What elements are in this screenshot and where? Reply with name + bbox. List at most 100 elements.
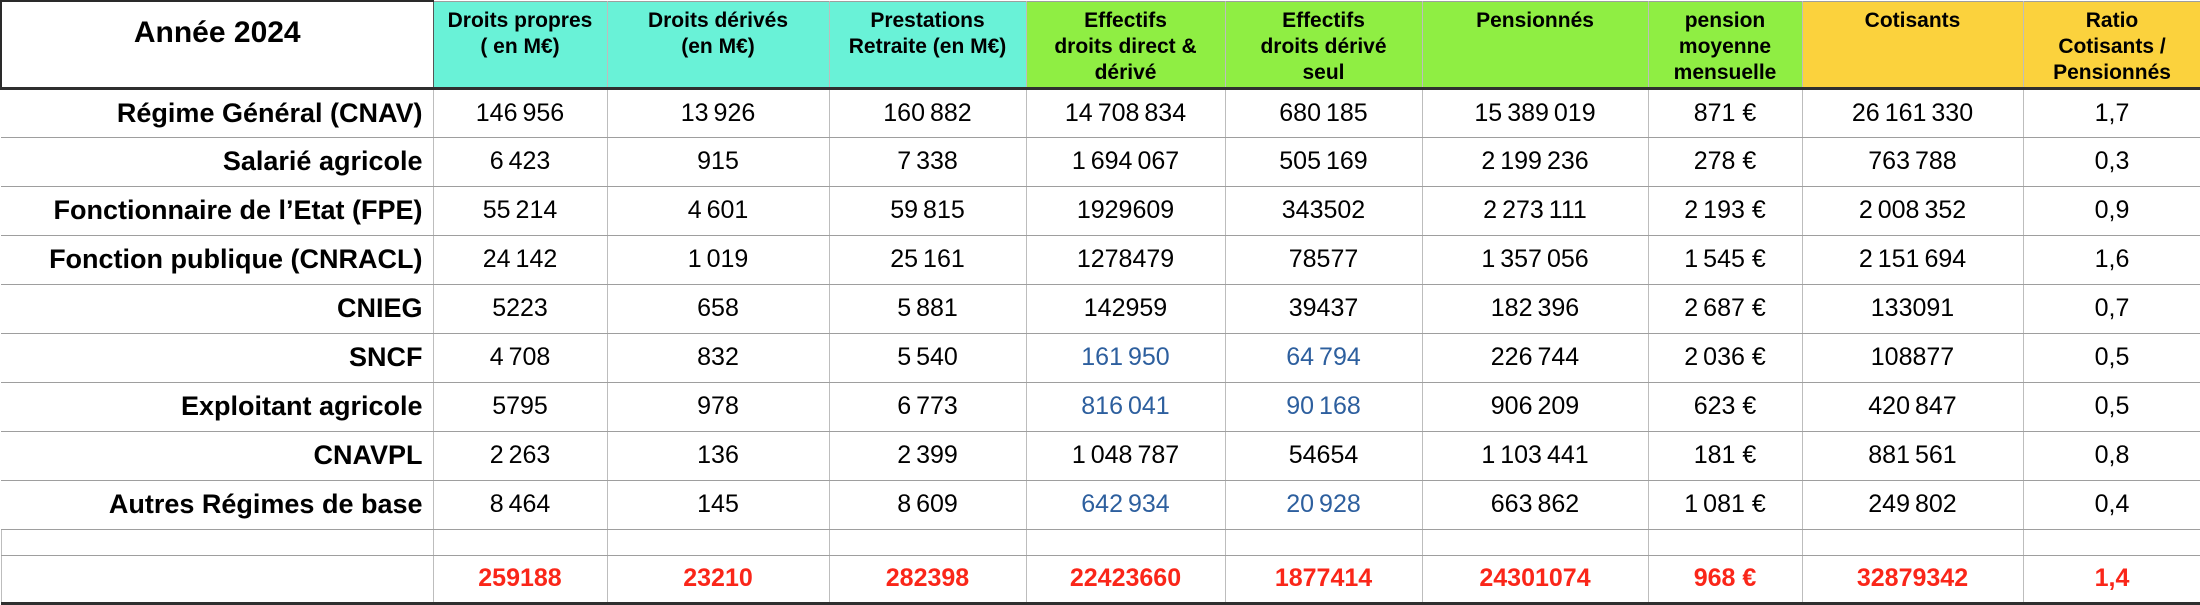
cell-cnavpl-ratio-cotisants-pensionnes[interactable]: 0,8 (2022, 430, 2200, 481)
column-header-droits-propres[interactable]: Droits propres ( en M€) (432, 0, 608, 90)
empty-cell[interactable] (432, 528, 608, 556)
cell-salarie-agricole-pension-moyenne[interactable]: 278 € (1647, 136, 1803, 187)
row-label-regime-general-cnav[interactable]: Régime Général (CNAV) (1, 87, 434, 138)
cell-cnieg-effectifs-direct-derive[interactable]: 142959 (1025, 283, 1226, 334)
cell-fonction-publique-cnracl-prestations-retraite[interactable]: 25 161 (828, 234, 1027, 285)
column-header-prestations-retraite[interactable]: Prestations Retraite (en M€) (828, 0, 1027, 90)
cell-cnieg-ratio-cotisants-pensionnes[interactable]: 0,7 (2022, 283, 2200, 334)
cell-fonctionnaire-etat-fpe-ratio-cotisants-pensionnes[interactable]: 0,9 (2022, 185, 2200, 236)
cell-cnieg-droits-propres[interactable]: 5223 (432, 283, 608, 334)
cell-fonctionnaire-etat-fpe-droits-propres[interactable]: 55 214 (432, 185, 608, 236)
cell-autres-regimes-base-pensionnes[interactable]: 663 862 (1421, 479, 1649, 530)
cell-fonctionnaire-etat-fpe-prestations-retraite[interactable]: 59 815 (828, 185, 1027, 236)
empty-cell[interactable] (1647, 528, 1803, 556)
cell-cnieg-pension-moyenne[interactable]: 2 687 € (1647, 283, 1803, 334)
total-cell-effectifs-direct-derive[interactable]: 22423660 (1025, 554, 1226, 605)
empty-cell[interactable] (828, 528, 1027, 556)
row-label-exploitant-agricole[interactable]: Exploitant agricole (1, 381, 434, 432)
total-cell-pensionnes[interactable]: 24301074 (1421, 554, 1649, 605)
row-label-fonction-publique-cnracl[interactable]: Fonction publique (CNRACL) (1, 234, 434, 285)
cell-autres-regimes-base-cotisants[interactable]: 249 802 (1801, 479, 2024, 530)
cell-cnavpl-pensionnes[interactable]: 1 103 441 (1421, 430, 1649, 481)
cell-cnavpl-cotisants[interactable]: 881 561 (1801, 430, 2024, 481)
empty-cell[interactable] (1025, 528, 1226, 556)
total-cell-ratio-cotisants-pensionnes[interactable]: 1,4 (2022, 554, 2200, 605)
column-header-effectifs-direct-derive[interactable]: Effectifs droits direct & dérivé (1025, 0, 1226, 90)
total-cell-droits-propres[interactable]: 259188 (432, 554, 608, 605)
cell-exploitant-agricole-effectifs-direct-derive[interactable]: 816 041 (1025, 381, 1226, 432)
cell-salarie-agricole-prestations-retraite[interactable]: 7 338 (828, 136, 1027, 187)
cell-sncf-pensionnes[interactable]: 226 744 (1421, 332, 1649, 383)
column-header-pensionnes[interactable]: Pensionnés (1421, 0, 1649, 90)
cell-sncf-cotisants[interactable]: 108877 (1801, 332, 2024, 383)
cell-sncf-droits-derives[interactable]: 832 (606, 332, 830, 383)
empty-cell[interactable] (1801, 528, 2024, 556)
cell-fonction-publique-cnracl-droits-propres[interactable]: 24 142 (432, 234, 608, 285)
cell-exploitant-agricole-droits-derives[interactable]: 978 (606, 381, 830, 432)
cell-salarie-agricole-effectifs-direct-derive[interactable]: 1 694 067 (1025, 136, 1226, 187)
row-label-cnavpl[interactable]: CNAVPL (1, 430, 434, 481)
column-header-droits-derives[interactable]: Droits dérivés (en M€) (606, 0, 830, 90)
cell-fonctionnaire-etat-fpe-droits-derives[interactable]: 4 601 (606, 185, 830, 236)
cell-cnieg-pensionnes[interactable]: 182 396 (1421, 283, 1649, 334)
column-header-ratio-cotisants-pensionnes[interactable]: Ratio Cotisants / Pensionnés (2022, 0, 2200, 90)
cell-cnieg-effectifs-derive-seul[interactable]: 39437 (1224, 283, 1423, 334)
cell-regime-general-cnav-ratio-cotisants-pensionnes[interactable]: 1,7 (2022, 87, 2200, 138)
cell-regime-general-cnav-prestations-retraite[interactable]: 160 882 (828, 87, 1027, 138)
cell-exploitant-agricole-droits-propres[interactable]: 5795 (432, 381, 608, 432)
cell-sncf-prestations-retraite[interactable]: 5 540 (828, 332, 1027, 383)
cell-salarie-agricole-ratio-cotisants-pensionnes[interactable]: 0,3 (2022, 136, 2200, 187)
column-header-cotisants[interactable]: Cotisants (1801, 0, 2024, 90)
cell-autres-regimes-base-droits-derives[interactable]: 145 (606, 479, 830, 530)
total-cell-droits-derives[interactable]: 23210 (606, 554, 830, 605)
cell-salarie-agricole-cotisants[interactable]: 763 788 (1801, 136, 2024, 187)
cell-cnavpl-effectifs-derive-seul[interactable]: 54654 (1224, 430, 1423, 481)
cell-cnavpl-prestations-retraite[interactable]: 2 399 (828, 430, 1027, 481)
cell-regime-general-cnav-pension-moyenne[interactable]: 871 € (1647, 87, 1803, 138)
cell-autres-regimes-base-effectifs-direct-derive[interactable]: 642 934 (1025, 479, 1226, 530)
totals-label-empty[interactable] (0, 554, 434, 605)
cell-fonction-publique-cnracl-pension-moyenne[interactable]: 1 545 € (1647, 234, 1803, 285)
cell-cnavpl-droits-propres[interactable]: 2 263 (432, 430, 608, 481)
cell-cnavpl-droits-derives[interactable]: 136 (606, 430, 830, 481)
cell-cnieg-prestations-retraite[interactable]: 5 881 (828, 283, 1027, 334)
cell-exploitant-agricole-prestations-retraite[interactable]: 6 773 (828, 381, 1027, 432)
cell-regime-general-cnav-effectifs-derive-seul[interactable]: 680 185 (1224, 87, 1423, 138)
cell-salarie-agricole-droits-derives[interactable]: 915 (606, 136, 830, 187)
cell-sncf-droits-propres[interactable]: 4 708 (432, 332, 608, 383)
empty-cell[interactable] (0, 528, 434, 556)
cell-sncf-ratio-cotisants-pensionnes[interactable]: 0,5 (2022, 332, 2200, 383)
empty-cell[interactable] (606, 528, 830, 556)
cell-salarie-agricole-effectifs-derive-seul[interactable]: 505 169 (1224, 136, 1423, 187)
total-cell-prestations-retraite[interactable]: 282398 (828, 554, 1027, 605)
cell-cnieg-droits-derives[interactable]: 658 (606, 283, 830, 334)
cell-exploitant-agricole-cotisants[interactable]: 420 847 (1801, 381, 2024, 432)
cell-fonction-publique-cnracl-effectifs-derive-seul[interactable]: 78577 (1224, 234, 1423, 285)
empty-cell[interactable] (1421, 528, 1649, 556)
cell-cnavpl-pension-moyenne[interactable]: 181 € (1647, 430, 1803, 481)
cell-fonction-publique-cnracl-ratio-cotisants-pensionnes[interactable]: 1,6 (2022, 234, 2200, 285)
cell-autres-regimes-base-prestations-retraite[interactable]: 8 609 (828, 479, 1027, 530)
cell-sncf-pension-moyenne[interactable]: 2 036 € (1647, 332, 1803, 383)
cell-salarie-agricole-pensionnes[interactable]: 2 199 236 (1421, 136, 1649, 187)
cell-exploitant-agricole-pensionnes[interactable]: 906 209 (1421, 381, 1649, 432)
row-label-sncf[interactable]: SNCF (1, 332, 434, 383)
total-cell-pension-moyenne[interactable]: 968 € (1647, 554, 1803, 605)
corner-cell-annee-2024[interactable]: Année 2024 (0, 0, 434, 90)
row-label-autres-regimes-base[interactable]: Autres Régimes de base (1, 479, 434, 530)
cell-regime-general-cnav-pensionnes[interactable]: 15 389 019 (1421, 87, 1649, 138)
cell-fonctionnaire-etat-fpe-pension-moyenne[interactable]: 2 193 € (1647, 185, 1803, 236)
cell-cnieg-cotisants[interactable]: 133091 (1801, 283, 2024, 334)
cell-autres-regimes-base-pension-moyenne[interactable]: 1 081 € (1647, 479, 1803, 530)
cell-exploitant-agricole-effectifs-derive-seul[interactable]: 90 168 (1224, 381, 1423, 432)
cell-autres-regimes-base-effectifs-derive-seul[interactable]: 20 928 (1224, 479, 1423, 530)
cell-regime-general-cnav-cotisants[interactable]: 26 161 330 (1801, 87, 2024, 138)
cell-fonctionnaire-etat-fpe-cotisants[interactable]: 2 008 352 (1801, 185, 2024, 236)
row-label-cnieg[interactable]: CNIEG (1, 283, 434, 334)
column-header-effectifs-derive-seul[interactable]: Effectifs droits dérivé seul (1224, 0, 1423, 90)
cell-fonction-publique-cnracl-pensionnes[interactable]: 1 357 056 (1421, 234, 1649, 285)
cell-autres-regimes-base-droits-propres[interactable]: 8 464 (432, 479, 608, 530)
cell-fonctionnaire-etat-fpe-effectifs-derive-seul[interactable]: 343502 (1224, 185, 1423, 236)
row-label-fonctionnaire-etat-fpe[interactable]: Fonctionnaire de l’Etat (FPE) (1, 185, 434, 236)
cell-fonction-publique-cnracl-droits-derives[interactable]: 1 019 (606, 234, 830, 285)
